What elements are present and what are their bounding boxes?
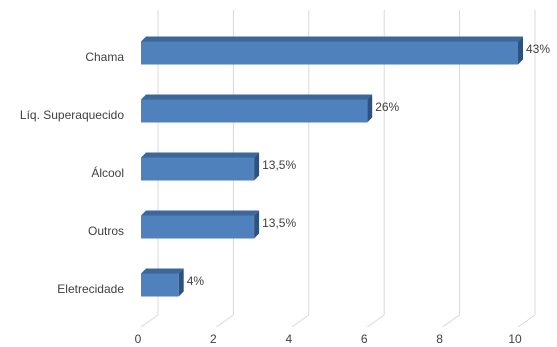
grid-floor — [366, 314, 385, 328]
bar-side — [254, 152, 260, 181]
grid-floor — [517, 314, 536, 328]
category-label: Eletrecidade — [57, 282, 124, 296]
bar-annotation: 43% — [526, 42, 550, 56]
bar-side — [367, 94, 373, 123]
x-tick-label: 10 — [508, 332, 522, 346]
bar-top — [141, 268, 184, 274]
bar-annotation: 13,5% — [262, 158, 296, 172]
bar-side — [178, 268, 184, 297]
x-tick-label: 8 — [436, 332, 443, 346]
category-label: Líq. Superaquecido — [20, 108, 124, 122]
grid-floor — [140, 314, 159, 328]
grid-floor — [216, 314, 234, 328]
bar — [141, 99, 368, 123]
grid-floor — [291, 314, 310, 328]
bar — [141, 215, 255, 239]
x-tick-label: 2 — [210, 332, 217, 346]
bar-annotation: 13,5% — [262, 216, 296, 230]
bar-annotation: 4% — [187, 274, 205, 288]
bar-top — [141, 94, 373, 100]
bar-side — [254, 210, 260, 239]
bar — [141, 41, 518, 65]
bar — [141, 157, 255, 181]
grid-floor — [442, 314, 460, 328]
bar-annotation: 26% — [375, 100, 399, 114]
bar-top — [141, 36, 523, 42]
category-label: Álcool — [91, 165, 124, 180]
category-label: Outros — [88, 224, 124, 238]
x-tick-label: 6 — [361, 332, 368, 346]
x-tick-label: 4 — [285, 332, 292, 346]
bar-side — [518, 36, 523, 65]
category-label: Chama — [85, 50, 124, 64]
bar — [141, 273, 179, 297]
bar-top — [141, 152, 260, 158]
bar-top — [141, 210, 260, 216]
x-tick-label: 0 — [135, 332, 142, 346]
